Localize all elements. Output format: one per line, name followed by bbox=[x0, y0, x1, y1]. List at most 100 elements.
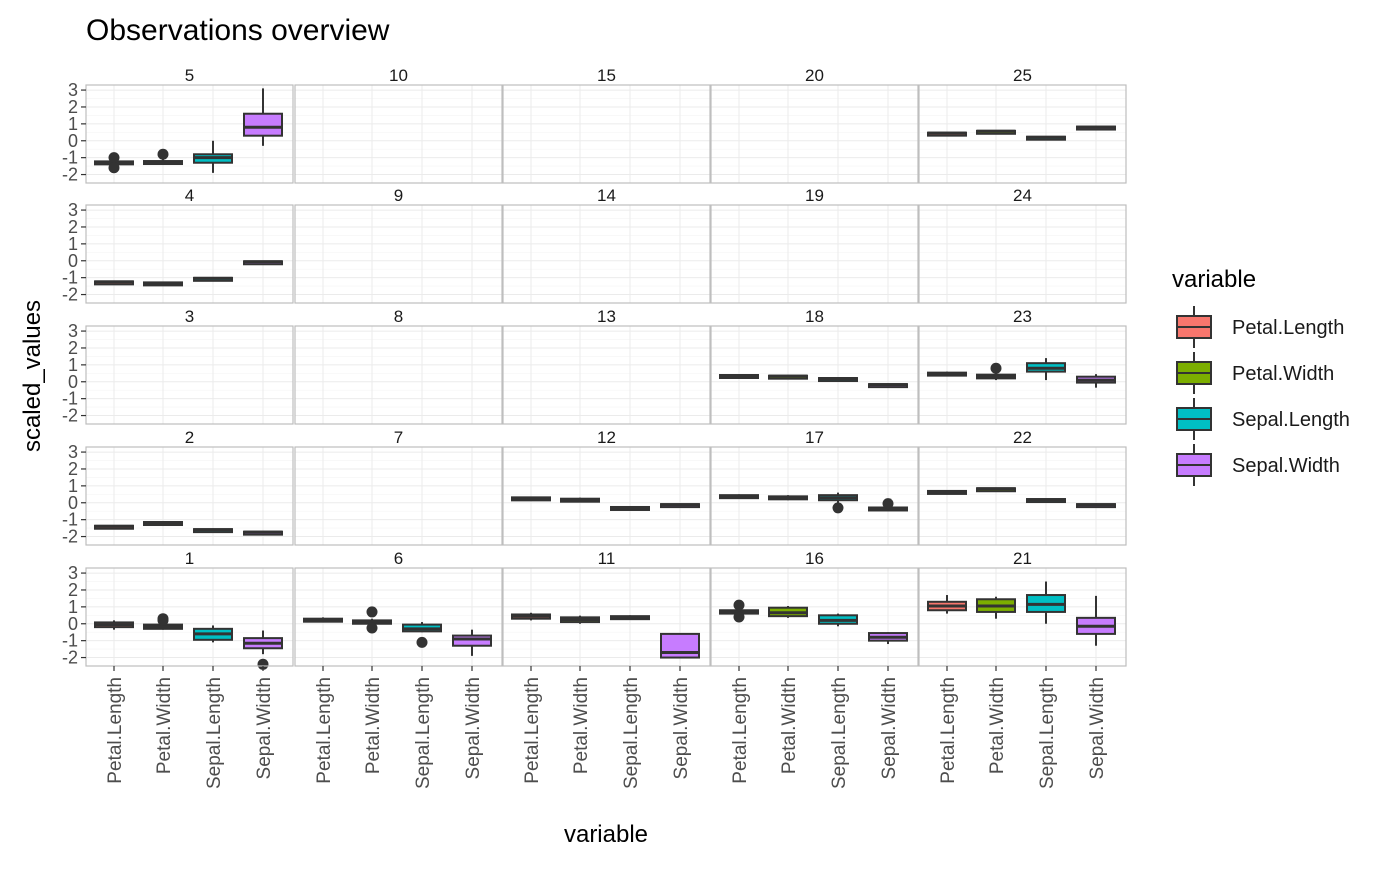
chart-title: Observations overview bbox=[86, 14, 390, 47]
facet-label: 19 bbox=[805, 186, 824, 205]
outlier-point bbox=[257, 658, 269, 670]
legend-label: Sepal.Width bbox=[1232, 455, 1340, 477]
boxplot-sepal-width bbox=[868, 383, 908, 389]
y-tick-label: 3 bbox=[68, 442, 78, 462]
boxplot-petal-width bbox=[976, 596, 1016, 619]
boxplot-sepal-width bbox=[660, 632, 700, 659]
legend-item-petal-length: Petal.Length bbox=[1176, 306, 1344, 348]
legend-label: Petal.Width bbox=[1232, 363, 1334, 385]
boxplot-petal-width bbox=[768, 495, 808, 501]
y-tick-label: 0 bbox=[68, 614, 78, 634]
panel-background bbox=[503, 205, 710, 303]
boxplot-sepal-width bbox=[868, 632, 908, 645]
facet-panel-17: 17 bbox=[710, 428, 919, 546]
boxplot-petal-length bbox=[94, 524, 134, 530]
x-tick-label: Sepal.Length bbox=[413, 677, 434, 789]
facet-label: 6 bbox=[394, 549, 403, 568]
facet-label: 17 bbox=[805, 428, 824, 447]
panel-border bbox=[502, 84, 711, 184]
x-tick-label: Sepal.Length bbox=[204, 677, 225, 789]
panel-background bbox=[295, 568, 502, 666]
boxplot-sepal-width bbox=[243, 260, 283, 266]
facet-label: 4 bbox=[185, 186, 194, 205]
y-tick-label: 0 bbox=[68, 131, 78, 151]
panel-border bbox=[294, 567, 503, 667]
boxplot-sepal-length bbox=[1026, 581, 1066, 624]
facet-label: 20 bbox=[805, 66, 824, 85]
panel-border bbox=[85, 446, 294, 546]
facet-label: 11 bbox=[598, 549, 616, 568]
boxplot-petal-length bbox=[927, 371, 967, 377]
x-tick-label: Sepal.Length bbox=[829, 677, 850, 789]
panel-border bbox=[294, 204, 503, 304]
x-axis-labels: Petal.Length Petal.Width Sepal.Length Sepal… bbox=[105, 677, 1108, 789]
boxplot-sepal-width bbox=[1076, 125, 1116, 131]
panel-background bbox=[711, 85, 918, 183]
boxplot-petal-length bbox=[719, 599, 759, 623]
panel-border bbox=[502, 204, 711, 304]
panel-border bbox=[710, 567, 919, 667]
boxplot-sepal-width bbox=[1076, 503, 1116, 509]
y-tick-label: 1 bbox=[68, 476, 78, 496]
facet-panel-22: 22 bbox=[918, 428, 1127, 546]
panel-background bbox=[503, 447, 710, 545]
panel-background bbox=[86, 447, 293, 545]
facet-panel-25: 25 bbox=[918, 66, 1127, 184]
facet-label: 7 bbox=[394, 428, 403, 447]
x-tick-label: Petal.Width bbox=[571, 677, 592, 774]
x-tick-label: Sepal.Length bbox=[621, 677, 642, 789]
facet-label: 18 bbox=[805, 307, 824, 326]
x-tick-label: Sepal.Width bbox=[254, 677, 275, 779]
outlier-point bbox=[157, 148, 169, 160]
y-tick-label: 2 bbox=[68, 217, 78, 237]
facet-panel-24: 24 bbox=[918, 186, 1127, 304]
panel-border bbox=[710, 325, 919, 425]
boxplot-petal-width bbox=[352, 606, 392, 634]
boxplot-petal-width bbox=[976, 129, 1016, 135]
boxplot-sepal-length bbox=[193, 276, 233, 282]
facet-label: 8 bbox=[394, 307, 403, 326]
panel-background bbox=[86, 326, 293, 424]
panel-border bbox=[918, 84, 1127, 184]
y-tick-label: 3 bbox=[68, 321, 78, 341]
boxplot-petal-length bbox=[94, 280, 134, 286]
y-tick-label: 3 bbox=[68, 200, 78, 220]
outlier-point bbox=[108, 152, 120, 164]
boxplot-petal-length bbox=[303, 617, 343, 623]
boxplot-sepal-length bbox=[193, 528, 233, 534]
outlier-point bbox=[832, 502, 844, 514]
panel-background bbox=[919, 447, 1126, 545]
boxplot-sepal-length bbox=[1026, 135, 1066, 141]
facet-panel-10: 10 bbox=[294, 66, 503, 184]
y-tick-label: -2 bbox=[62, 406, 78, 426]
boxplot-sepal-width bbox=[243, 630, 283, 670]
outlier-point bbox=[366, 622, 378, 634]
panel-border bbox=[710, 84, 919, 184]
boxplot-petal-width bbox=[560, 615, 600, 624]
facet-panel-20: 20 bbox=[710, 66, 919, 184]
panel-background bbox=[295, 205, 502, 303]
x-tick-label: Petal.Width bbox=[154, 677, 175, 774]
boxplot-sepal-width bbox=[243, 88, 283, 146]
y-tick-label: 0 bbox=[68, 251, 78, 271]
boxplot-sepal-length bbox=[818, 377, 858, 383]
box-iqr bbox=[243, 112, 283, 137]
legend-item-sepal-width: Sepal.Width bbox=[1176, 444, 1340, 486]
boxplot-petal-length bbox=[719, 494, 759, 500]
y-tick-label: 2 bbox=[68, 580, 78, 600]
legend: variable Petal.Length Petal.Width Sepal.Le… bbox=[1172, 266, 1350, 486]
panel-border bbox=[294, 325, 503, 425]
facet-label: 1 bbox=[185, 549, 194, 568]
facet-label: 24 bbox=[1013, 186, 1032, 205]
y-tick-label: -2 bbox=[62, 285, 78, 305]
boxplot-sepal-width bbox=[1076, 595, 1116, 646]
y-tick-label: -1 bbox=[62, 268, 78, 288]
panel-background bbox=[919, 205, 1126, 303]
legend-label: Sepal.Length bbox=[1232, 409, 1350, 431]
boxplot-sepal-length bbox=[610, 615, 650, 621]
y-tick-label: 1 bbox=[68, 234, 78, 254]
panel-border bbox=[85, 84, 294, 184]
facet-panel-11: 11 bbox=[502, 549, 711, 671]
